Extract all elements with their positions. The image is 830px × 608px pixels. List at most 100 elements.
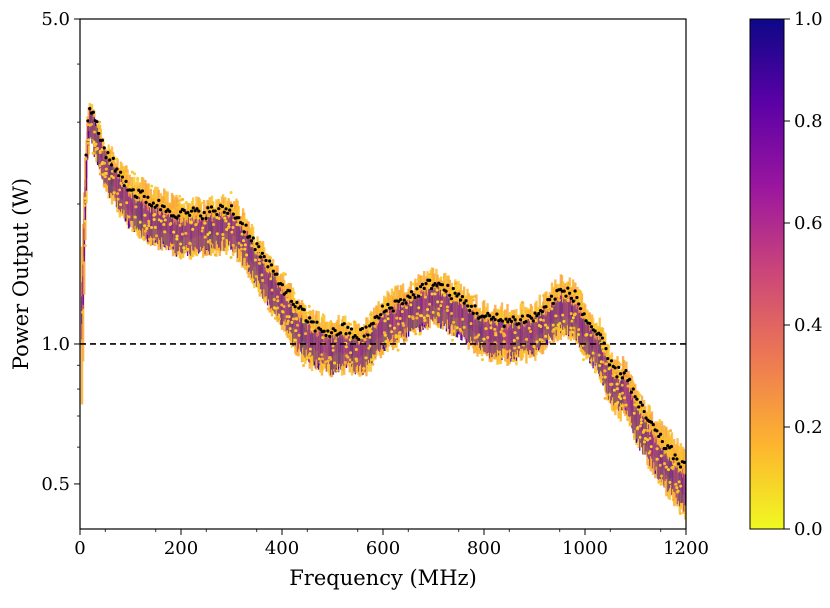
band-scatter-point — [175, 234, 179, 238]
band-scatter-point — [482, 337, 486, 341]
band-scatter-point — [603, 375, 607, 379]
median-point — [86, 119, 90, 123]
colorbar-tick-label: 0.2 — [794, 417, 823, 438]
band-scatter-point — [598, 364, 602, 368]
median-point — [318, 327, 323, 332]
median-point — [678, 465, 683, 469]
band-scatter-point — [177, 201, 181, 205]
median-point — [544, 305, 548, 309]
band-scatter-point — [81, 310, 85, 314]
median-point — [669, 444, 674, 449]
band-scatter-point — [206, 233, 210, 237]
band-scatter-point — [517, 326, 521, 330]
median-point — [551, 301, 555, 306]
band-scatter-point — [349, 351, 353, 355]
band-scatter-point — [282, 305, 286, 309]
median-point — [475, 311, 479, 315]
band-scatter-point — [585, 332, 589, 336]
median-point — [257, 245, 261, 249]
median-point — [637, 405, 641, 409]
band-scatter-point — [638, 435, 642, 439]
band-scatter-point — [497, 350, 501, 354]
median-point — [88, 107, 92, 111]
median-point — [188, 213, 192, 217]
band-scatter-point — [618, 363, 622, 367]
band-scatter-point — [512, 339, 516, 343]
median-point — [189, 209, 194, 213]
band-scatter-point — [672, 498, 676, 502]
median-point — [651, 422, 655, 427]
band-scatter-point — [629, 422, 633, 426]
median-point — [471, 311, 475, 315]
band-scatter-point — [153, 225, 157, 229]
band-scatter-point — [364, 356, 368, 360]
median-point — [108, 158, 112, 162]
median-point — [111, 156, 115, 160]
median-point — [344, 332, 348, 336]
median-point — [666, 444, 670, 448]
band-scatter-point — [87, 138, 91, 142]
band-scatter-point — [580, 302, 584, 306]
band-scatter-point — [480, 358, 484, 362]
x-tick-label: 1200 — [663, 538, 709, 559]
median-point — [362, 334, 366, 338]
x-tick-label: 1000 — [562, 538, 608, 559]
median-point — [440, 283, 444, 287]
band-scatter-point — [642, 428, 646, 432]
band-scatter-point — [542, 318, 546, 322]
band-scatter-point — [623, 376, 627, 380]
band-scatter-point — [83, 244, 87, 248]
band-scatter-point — [673, 463, 677, 467]
band-scatter-point — [369, 311, 373, 315]
median-point — [168, 209, 172, 214]
band-scatter-point — [152, 217, 156, 221]
band-scatter-point — [183, 249, 187, 253]
band-scatter-point — [319, 369, 323, 373]
band-scatter-point — [138, 220, 142, 224]
median-points-layer — [84, 107, 686, 469]
median-point — [260, 251, 265, 255]
median-point — [371, 321, 375, 325]
band-scatter-point — [520, 301, 524, 305]
band-scatter-point — [624, 403, 628, 407]
band-scatter-point — [581, 351, 585, 355]
band-scatter-point — [383, 331, 387, 335]
band-scatter-point — [152, 238, 156, 242]
median-point — [293, 305, 297, 309]
median-point — [200, 217, 205, 221]
band-scatter-point — [83, 219, 87, 223]
band-scatter-point — [371, 362, 375, 366]
band-scatter-point — [347, 363, 351, 367]
band-scatter-point — [287, 304, 291, 308]
band-scatter-point — [575, 293, 579, 297]
median-point — [464, 299, 468, 303]
band-scatter-point — [308, 347, 312, 351]
median-point — [122, 184, 126, 188]
median-point — [562, 289, 566, 293]
band-scatter-point — [93, 130, 97, 134]
band-scatter-point — [98, 150, 102, 154]
x-tick-label: 600 — [366, 538, 400, 559]
band-scatter-point — [409, 303, 413, 307]
band-scatter-point — [145, 227, 149, 231]
band-scatter-point — [452, 329, 456, 333]
band-scatter-point — [393, 326, 397, 330]
band-scatter-point — [215, 215, 219, 219]
band-scatter-point — [428, 302, 432, 306]
band-scatter-point — [294, 329, 298, 333]
band-scatter-point — [633, 403, 637, 407]
band-scatter-point — [242, 239, 246, 243]
median-point — [157, 198, 161, 202]
band-scatter-point — [370, 358, 374, 362]
median-point — [578, 307, 583, 311]
band-scatter-point — [635, 403, 639, 407]
median-point — [391, 309, 395, 313]
median-point — [638, 400, 643, 404]
band-scatter-point — [445, 308, 449, 312]
band-scatter-point — [616, 400, 620, 404]
band-scatter-point — [245, 253, 249, 257]
band-scatter-point — [589, 333, 593, 337]
median-point — [486, 311, 490, 315]
band-scatter-point — [162, 198, 166, 202]
